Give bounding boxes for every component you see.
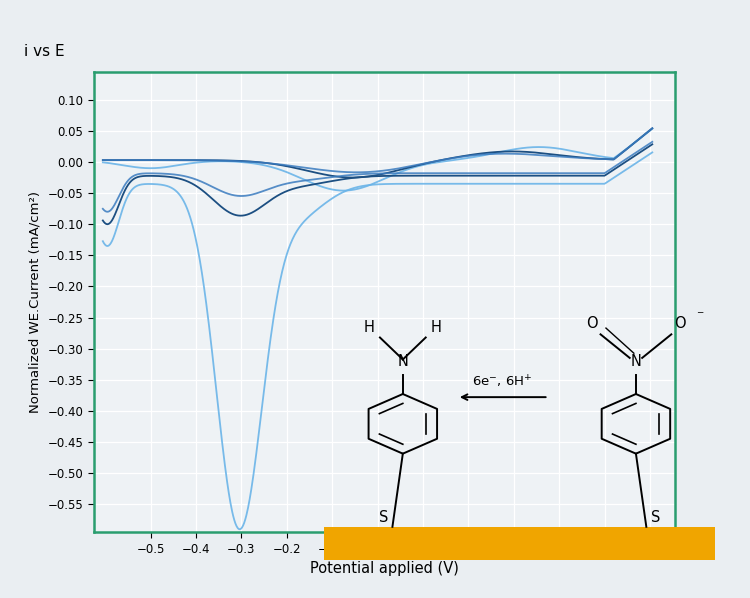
Text: H: H bbox=[430, 321, 442, 335]
Text: S: S bbox=[380, 510, 388, 525]
Bar bbox=[324, 527, 715, 560]
Text: H: H bbox=[364, 321, 375, 335]
Y-axis label: Normalized WE.Current (mA/cm²): Normalized WE.Current (mA/cm²) bbox=[29, 191, 42, 413]
Text: S: S bbox=[651, 510, 661, 525]
Text: N: N bbox=[398, 354, 408, 369]
Text: $^{-}$: $^{-}$ bbox=[696, 309, 705, 322]
Text: 6e$^{-}$, 6H$^{+}$: 6e$^{-}$, 6H$^{+}$ bbox=[472, 374, 533, 390]
Text: i vs E: i vs E bbox=[24, 44, 64, 59]
Text: N: N bbox=[631, 354, 641, 369]
Text: O: O bbox=[586, 316, 598, 331]
Text: O: O bbox=[674, 316, 686, 331]
X-axis label: Potential applied (V): Potential applied (V) bbox=[310, 561, 459, 576]
